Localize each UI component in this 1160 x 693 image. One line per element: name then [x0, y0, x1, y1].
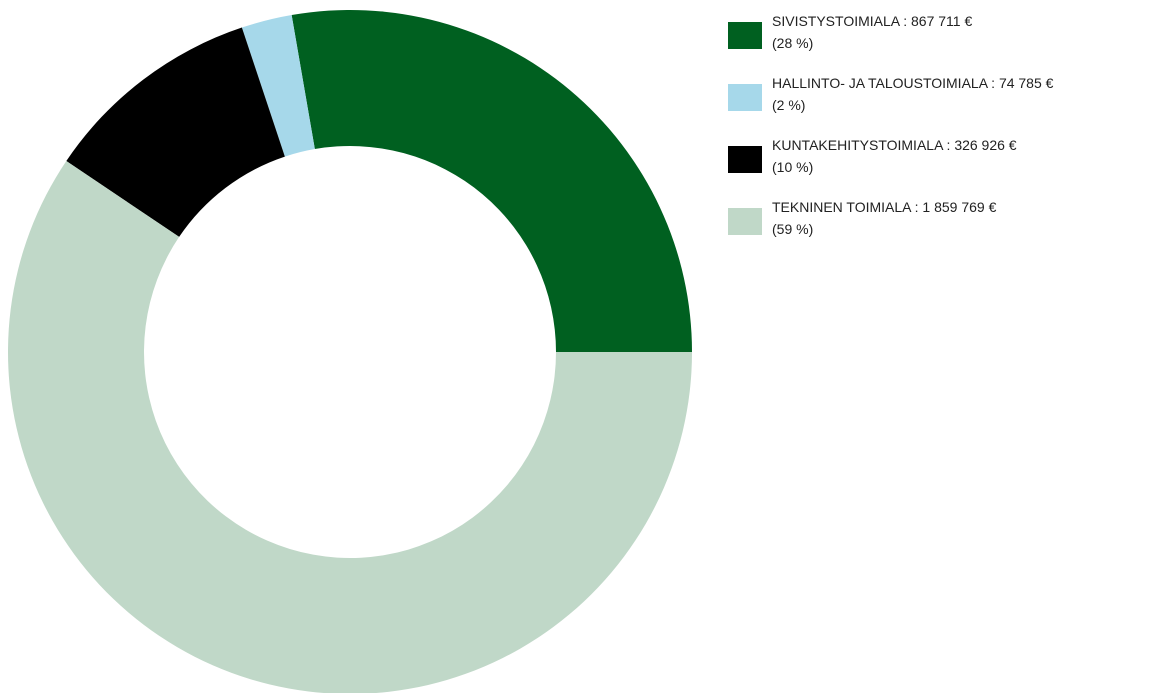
donut-slice — [66, 27, 285, 237]
legend-swatch — [728, 22, 762, 49]
legend-percent: (59 %) — [772, 221, 813, 237]
legend-separator: : — [987, 75, 999, 91]
legend-name: SIVISTYSTOIMIALA — [772, 13, 901, 29]
legend-separator: : — [911, 199, 923, 215]
legend-name: KUNTAKEHITYSTOIMIALA — [772, 137, 944, 153]
legend-label: SIVISTYSTOIMIALA : 867 711 € — [772, 13, 972, 29]
legend-percent: (2 %) — [772, 97, 805, 113]
donut-slice — [241, 15, 315, 157]
legend-label: HALLINTO- JA TALOUSTOIMIALA : 74 785 € — [772, 75, 1054, 91]
legend-separator: : — [943, 137, 955, 153]
donut-slice — [291, 9, 692, 353]
legend-name: HALLINTO- JA TALOUSTOIMIALA — [772, 75, 989, 91]
legend-percent: (28 %) — [772, 35, 813, 51]
legend-value: 74 785 € — [999, 75, 1054, 91]
legend-swatch — [728, 84, 762, 111]
legend-name: TEKNINEN TOIMIALA — [772, 199, 912, 215]
legend-swatch — [728, 208, 762, 235]
legend-value: 867 711 € — [911, 13, 972, 29]
legend-value: 1 859 769 € — [922, 199, 996, 215]
donut-slice — [8, 160, 692, 693]
legend-value: 326 926 € — [954, 137, 1016, 153]
legend-label: TEKNINEN TOIMIALA : 1 859 769 € — [772, 199, 997, 215]
legend-separator: : — [899, 13, 911, 29]
legend-swatch — [728, 146, 762, 173]
legend-label: KUNTAKEHITYSTOIMIALA : 326 926 € — [772, 137, 1017, 153]
legend-percent: (10 %) — [772, 159, 813, 175]
